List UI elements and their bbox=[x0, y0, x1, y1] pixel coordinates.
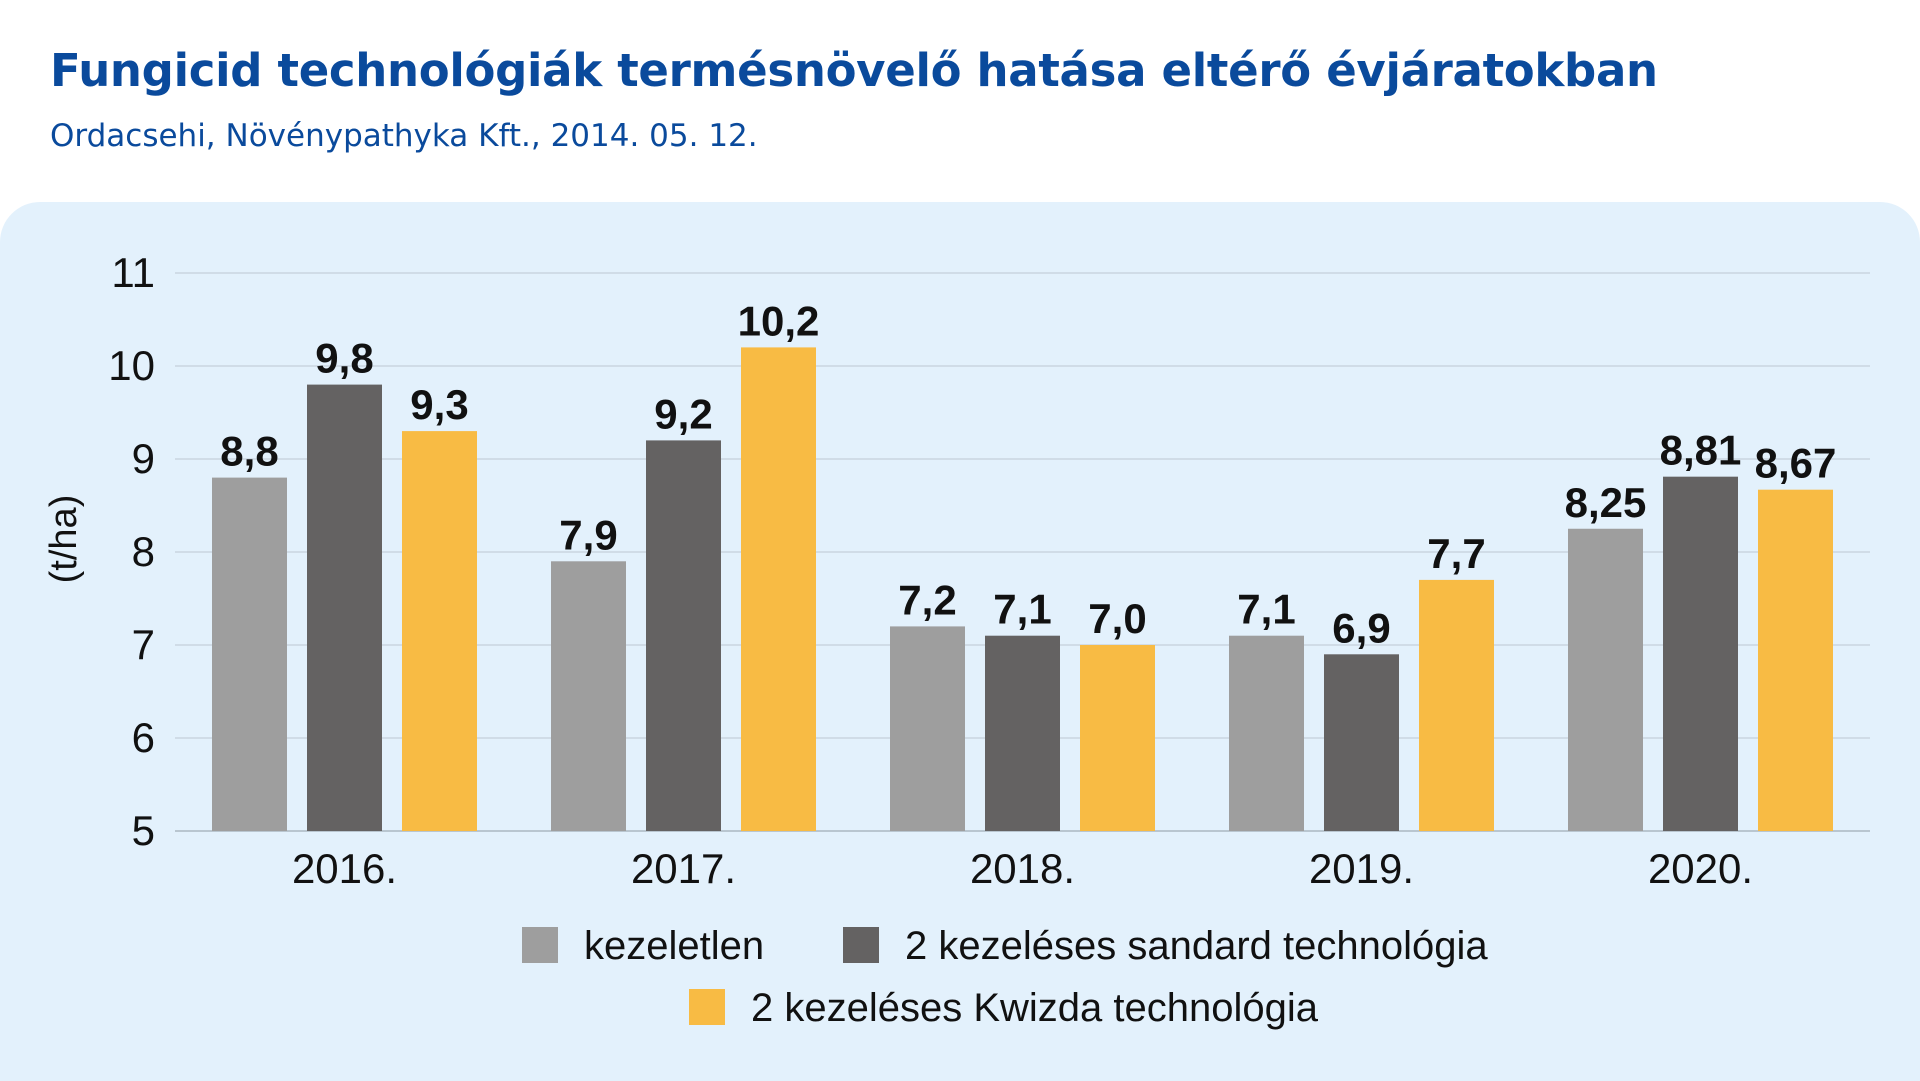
legend: kezeletlen 2 kezeléses sandard technológi… bbox=[522, 924, 1488, 1030]
data-label: 7,7 bbox=[1427, 530, 1485, 577]
legend-label-1: kezeletlen bbox=[584, 924, 764, 968]
x-category-label: 2018. bbox=[970, 845, 1075, 892]
x-category-label: 2019. bbox=[1309, 845, 1414, 892]
bar-3 bbox=[1080, 645, 1155, 831]
legend-swatch-3 bbox=[689, 989, 725, 1025]
data-label: 7,1 bbox=[993, 586, 1051, 633]
y-tick-label: 7 bbox=[132, 621, 155, 668]
legend-swatch-2 bbox=[843, 927, 879, 963]
bar-2 bbox=[985, 635, 1060, 831]
bar-3 bbox=[1419, 579, 1494, 831]
y-axis-title: (t/ha) bbox=[43, 495, 85, 584]
bar-3 bbox=[402, 431, 477, 831]
bar-3 bbox=[741, 347, 816, 831]
bar-1 bbox=[551, 561, 626, 831]
bar-2 bbox=[1324, 654, 1399, 831]
bar-2 bbox=[307, 384, 382, 831]
y-tick-label: 10 bbox=[108, 342, 155, 389]
data-label: 9,2 bbox=[654, 390, 712, 437]
data-label: 8,81 bbox=[1660, 427, 1742, 474]
y-tick-label: 6 bbox=[132, 714, 155, 761]
x-axis-labels: 2016. 2017. 2018. 2019. 2020. bbox=[292, 845, 1753, 892]
y-tick-label: 11 bbox=[111, 249, 155, 296]
legend-swatch-1 bbox=[522, 927, 558, 963]
data-label: 6,9 bbox=[1332, 604, 1390, 651]
data-label: 8,67 bbox=[1755, 440, 1837, 487]
data-label: 7,0 bbox=[1088, 595, 1146, 642]
bar-chart: 5 6 7 8 9 10 11 8,8 9,8 9,3 7,9 9,2 10,2 7,2 7,1 7,0 7,… bbox=[43, 249, 1870, 1030]
bar-1 bbox=[890, 626, 965, 831]
y-tick-label: 8 bbox=[132, 528, 155, 575]
bar-2 bbox=[646, 440, 721, 831]
data-label: 7,2 bbox=[898, 576, 956, 623]
bar-2 bbox=[1663, 476, 1738, 831]
data-labels: 8,8 9,8 9,3 7,9 9,2 10,2 7,2 7,1 7,0 7,1 6,9 7,7 8,2… bbox=[220, 297, 1836, 651]
data-label: 7,9 bbox=[559, 511, 617, 558]
y-tick-label: 9 bbox=[132, 435, 155, 482]
data-label: 7,1 bbox=[1237, 586, 1295, 633]
data-label: 8,8 bbox=[220, 428, 278, 475]
x-category-label: 2016. bbox=[292, 845, 397, 892]
bar-1 bbox=[1229, 635, 1304, 831]
bar-3 bbox=[1758, 489, 1833, 831]
x-category-label: 2020. bbox=[1648, 845, 1753, 892]
legend-label-2: 2 kezeléses sandard technológia bbox=[905, 924, 1488, 968]
y-tick-label: 5 bbox=[132, 807, 155, 854]
bar-1 bbox=[1568, 528, 1643, 831]
y-axis-ticks: 5 6 7 8 9 10 11 bbox=[108, 249, 155, 854]
bar-1 bbox=[212, 477, 287, 831]
legend-label-3: 2 kezeléses Kwizda technológia bbox=[751, 986, 1319, 1030]
bars bbox=[212, 347, 1833, 831]
chart-title: Fungicid technológiák termésnövelő hatás… bbox=[50, 44, 1658, 97]
data-label: 10,2 bbox=[738, 297, 820, 344]
data-label: 9,8 bbox=[315, 335, 373, 382]
x-category-label: 2017. bbox=[631, 845, 736, 892]
chart-subtitle: Ordacsehi, Növénypathyka Kft., 2014. 05.… bbox=[50, 118, 758, 154]
data-label: 8,25 bbox=[1565, 479, 1647, 526]
data-label: 9,3 bbox=[410, 381, 468, 428]
